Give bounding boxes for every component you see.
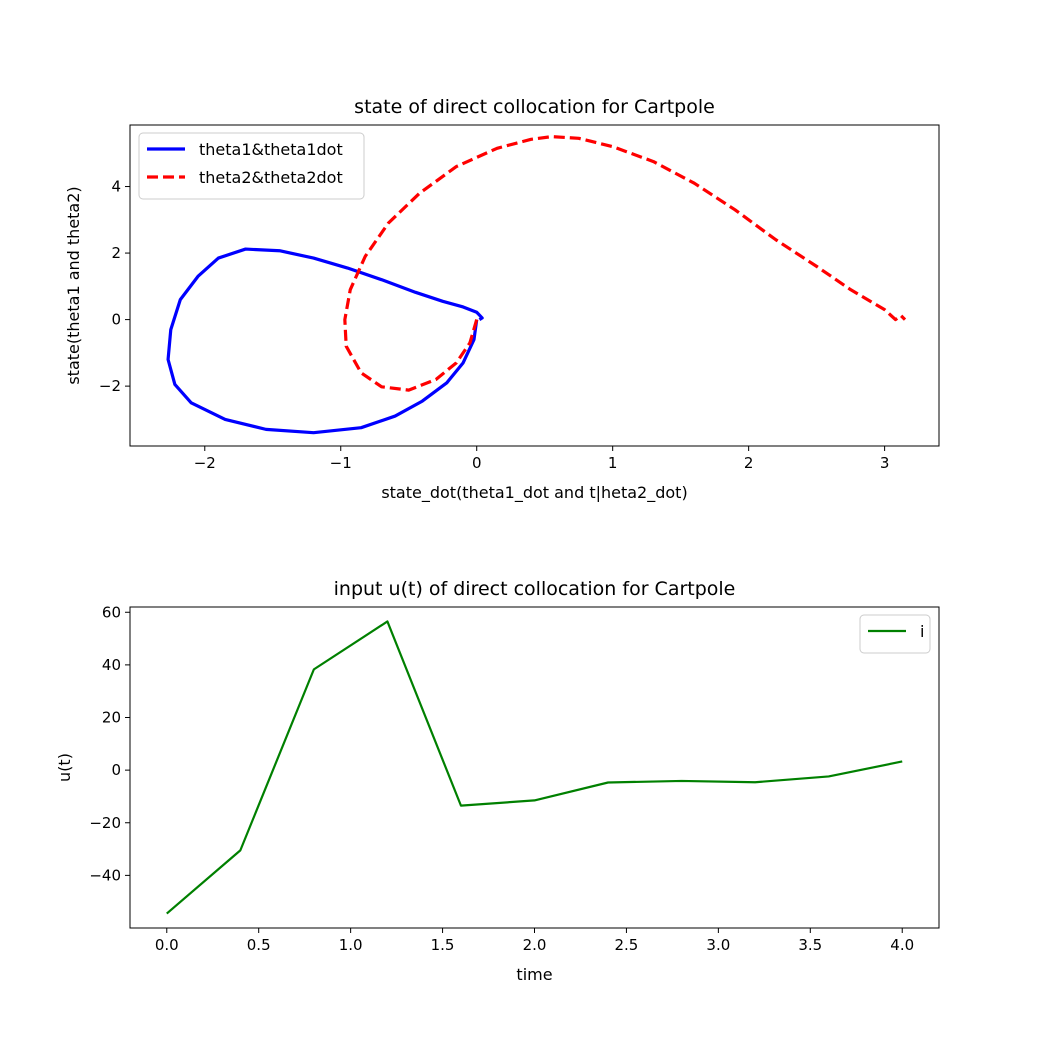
y-tick-label: −20 [89, 814, 121, 832]
legend-box [138, 132, 365, 200]
series-line-1 [166, 620, 903, 915]
chart-title: input u(t) of direct collocation for Car… [334, 578, 736, 600]
legend-label: theta2&theta2dot [199, 168, 343, 187]
chart-title: state of direct collocation for Cartpole [354, 96, 715, 118]
x-axis-label: state_dot(theta1_dot and t|heta2_dot) [381, 483, 687, 503]
y-tick-label: 2 [111, 244, 121, 262]
x-tick-label: 2 [744, 454, 754, 472]
x-tick-label: 3.0 [706, 936, 730, 954]
x-tick-label: 2.5 [615, 936, 639, 954]
x-tick-label: 1 [608, 454, 618, 472]
y-axis-label: u(t) [55, 753, 74, 782]
y-tick-label: −40 [89, 866, 121, 884]
y-tick-label: −2 [99, 377, 121, 395]
chart-2: input u(t) of direct collocation for Car… [55, 578, 940, 984]
legend: theta1&theta1dot theta2&theta2dot [138, 132, 365, 200]
x-axis-label: time [516, 965, 552, 984]
y-tick-label: 60 [102, 603, 121, 621]
x-tick-label: 1.5 [431, 936, 455, 954]
x-tick-label: −2 [194, 454, 216, 472]
y-tick-label: 4 [111, 178, 121, 196]
axes-frame [129, 124, 940, 447]
y-tick-label: 0 [111, 761, 121, 779]
y-tick-label: 20 [102, 709, 121, 727]
legend: i [859, 614, 931, 654]
series-line-1 [166, 247, 484, 435]
axes-frame [129, 606, 940, 929]
x-tick-label: 3 [880, 454, 890, 472]
y-axis-label: state(theta1 and theta2) [64, 186, 83, 384]
legend-label: theta1&theta1dot [199, 140, 343, 159]
x-tick-label: 0.5 [247, 936, 271, 954]
series-line-2 [343, 135, 907, 392]
legend-box [859, 614, 931, 654]
x-tick-label: 0 [472, 454, 482, 472]
x-tick-label: −1 [330, 454, 352, 472]
legend-label: i [920, 622, 924, 641]
x-tick-label: 3.5 [798, 936, 822, 954]
x-tick-label: 4.0 [890, 936, 914, 954]
x-tick-label: 2.0 [523, 936, 547, 954]
y-tick-label: 0 [111, 311, 121, 329]
chart-1: state of direct collocation for Cartpole… [64, 96, 940, 503]
x-tick-label: 0.0 [155, 936, 179, 954]
y-tick-label: 40 [102, 656, 121, 674]
x-tick-label: 1.0 [339, 936, 363, 954]
